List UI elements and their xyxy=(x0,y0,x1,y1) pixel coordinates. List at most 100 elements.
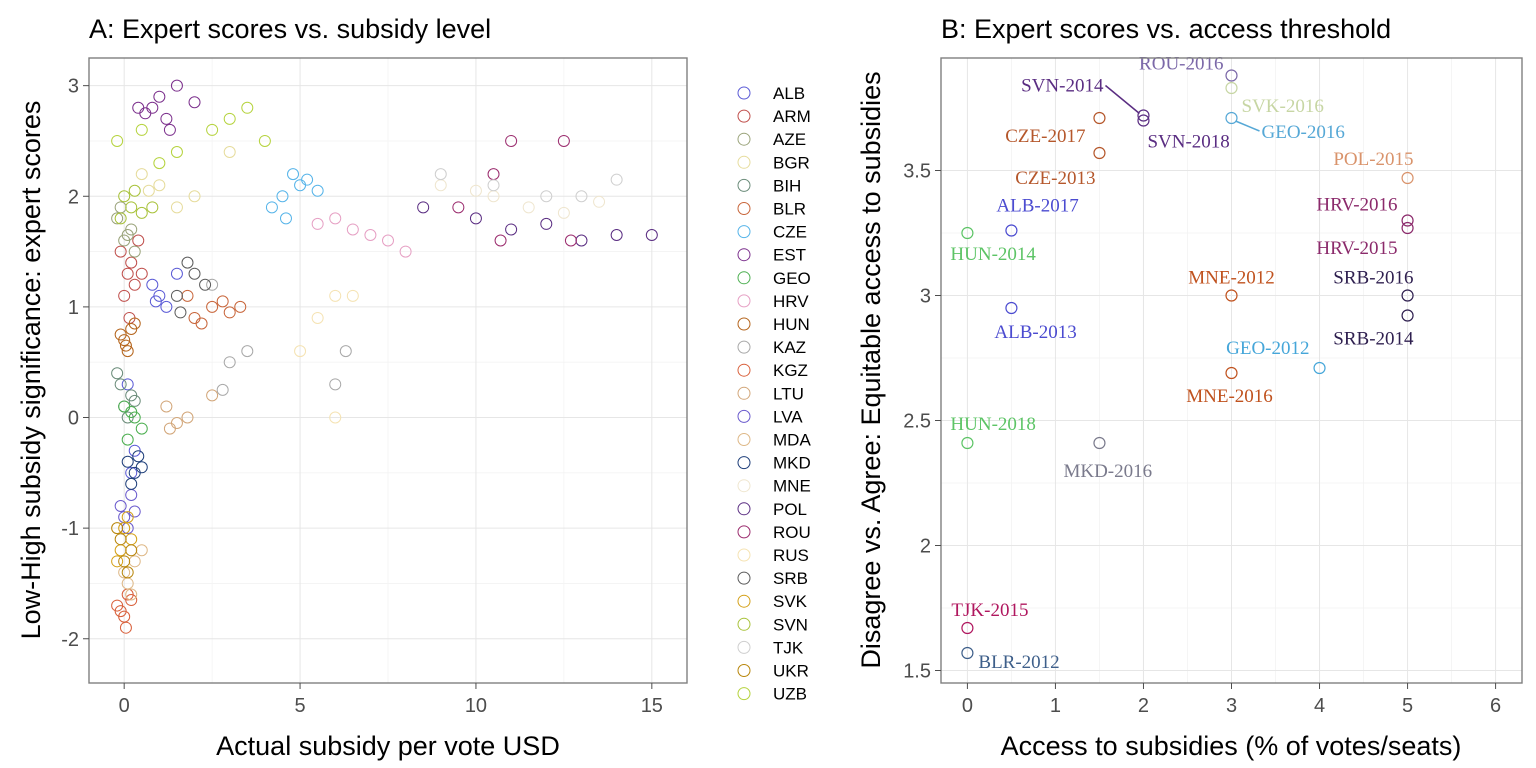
legend-label-blr: BLR xyxy=(773,200,806,219)
point-svn xyxy=(125,201,138,214)
point-rou xyxy=(557,134,570,147)
point-uzb xyxy=(135,123,148,136)
point-alb xyxy=(170,267,183,280)
point-pol xyxy=(610,228,623,241)
point-est xyxy=(146,101,159,114)
point-arm xyxy=(114,245,127,258)
point-arm xyxy=(125,256,138,269)
panel-a-y-tick-label: 2 xyxy=(68,186,79,208)
point-alb xyxy=(160,300,173,313)
point-kaz xyxy=(241,345,254,358)
legend-key-bgr xyxy=(737,155,751,169)
point-tjk xyxy=(575,190,588,203)
panel-b-x-tick-label: 1 xyxy=(1050,695,1061,717)
point-blr xyxy=(188,311,201,324)
point-bgr xyxy=(188,190,201,203)
point-label-hrv-2016: HRV-2016 xyxy=(1316,195,1397,216)
panel-b-y-tick-label: 3 xyxy=(920,286,931,308)
point-label-cze-2017: CZE-2017 xyxy=(1005,126,1085,147)
panel-a-title: A: Expert scores vs. subsidy level xyxy=(89,14,491,44)
legend-label-tjk: TJK xyxy=(773,638,804,657)
point-arm xyxy=(135,267,148,280)
panel-b-y-axis-title: Disagree vs. Agree: Equitable access to … xyxy=(856,71,886,668)
point-uzb xyxy=(223,112,236,125)
point-ltu xyxy=(160,400,173,413)
point-lva xyxy=(125,488,138,501)
point-label-mne-2012: MNE-2012 xyxy=(1188,268,1275,289)
point-cze xyxy=(276,190,289,203)
legend-label-mkd: MKD xyxy=(773,454,811,473)
panel-a-ticks: 0 5 10 15 -2 -1 0 1 2 3 xyxy=(61,76,663,717)
legend-key-hun xyxy=(737,317,751,331)
point-alb xyxy=(149,295,162,308)
legend-label-pol: POL xyxy=(773,500,807,519)
panel-b: B: Expert scores vs. access threshold RO… xyxy=(856,14,1523,761)
point-bih xyxy=(111,367,124,380)
point-rou xyxy=(564,234,577,247)
legend-label-lva: LVA xyxy=(773,407,803,426)
point-rou xyxy=(494,234,507,247)
point-tjk xyxy=(610,173,623,186)
point-uzb xyxy=(206,123,219,136)
point-bih xyxy=(128,394,141,407)
legend-key-cze xyxy=(737,225,751,239)
legend-key-rou xyxy=(737,525,751,539)
point-label-tjk-2015: TJK-2015 xyxy=(951,600,1028,621)
point-pol xyxy=(505,223,518,236)
legend-label-ltu: LTU xyxy=(773,384,804,403)
point-label-mne-2016: MNE-2016 xyxy=(1186,386,1273,407)
point-mkd-2016 xyxy=(1093,436,1106,450)
point-svn xyxy=(128,184,141,197)
panel-b-y-tick-label: 1.5 xyxy=(903,661,931,683)
legend-key-srb xyxy=(737,571,751,585)
leader-line xyxy=(1235,120,1260,132)
panel-a-y-axis-title: Low-High subsidy significance: expert sc… xyxy=(16,101,46,640)
legend-label-cze: CZE xyxy=(773,223,807,242)
legend-key-geo xyxy=(737,271,751,285)
point-mne-2012 xyxy=(1225,289,1238,302)
point-cze-2017 xyxy=(1093,111,1106,125)
point-bgr xyxy=(170,201,183,214)
point-kgz xyxy=(125,594,138,607)
point-kgz xyxy=(119,621,132,634)
point-svk xyxy=(125,533,138,546)
point-label-geo-2016: GEO-2016 xyxy=(1262,122,1345,143)
point-srb xyxy=(188,267,201,280)
point-mne xyxy=(593,195,606,208)
point-label-pol-2015: POL-2015 xyxy=(1333,149,1413,170)
point-mne xyxy=(522,201,535,214)
panel-b-y-tick-label: 3.5 xyxy=(903,161,931,183)
legend-label-geo: GEO xyxy=(773,269,811,288)
point-label-geo-2012: GEO-2012 xyxy=(1226,338,1309,359)
point-geo xyxy=(121,433,134,446)
point-rus xyxy=(329,289,342,302)
point-rus xyxy=(311,311,324,324)
point-blr-2012 xyxy=(961,646,974,660)
point-blr xyxy=(216,295,229,308)
point-tjk xyxy=(540,190,553,203)
panel-a-points xyxy=(111,79,658,634)
point-rou-2016 xyxy=(1225,69,1238,82)
point-pol xyxy=(417,201,430,214)
point-bgr xyxy=(153,179,166,192)
point-alb xyxy=(121,378,134,391)
legend-label-ukr: UKR xyxy=(773,662,809,681)
point-uzb xyxy=(170,146,183,159)
legend-label-rou: ROU xyxy=(773,523,811,542)
point-srb xyxy=(181,256,194,269)
point-mne xyxy=(557,206,570,219)
panel-b-x-tick-label: 4 xyxy=(1314,695,1325,717)
point-pol xyxy=(645,228,658,241)
legend-key-bih xyxy=(737,178,751,192)
point-svk xyxy=(121,511,134,524)
legend-key-mne xyxy=(737,479,751,493)
point-alb-2013 xyxy=(1005,301,1018,315)
legend-label-arm: ARM xyxy=(773,107,811,126)
point-label-hrv-2015: HRV-2015 xyxy=(1316,238,1397,259)
point-label-mkd-2016: MKD-2016 xyxy=(1063,461,1152,482)
panel-a-x-axis-title: Actual subsidy per vote USD xyxy=(216,731,560,761)
point-rus xyxy=(346,289,359,302)
point-bgr xyxy=(142,184,155,197)
point-label-svn-2018: SVN-2018 xyxy=(1147,132,1229,153)
